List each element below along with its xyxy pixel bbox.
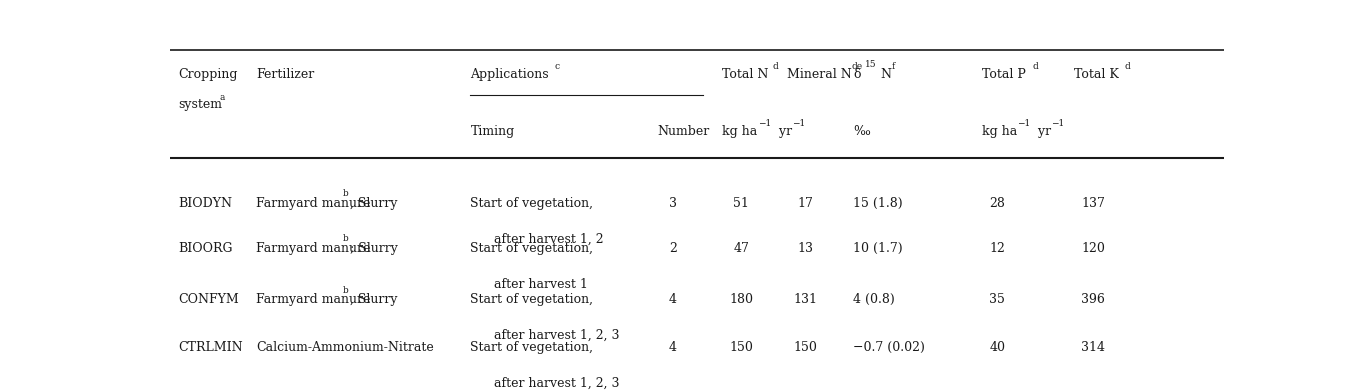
Text: after harvest 1, 2, 3: after harvest 1, 2, 3 xyxy=(494,329,619,342)
Text: 396: 396 xyxy=(1081,293,1106,306)
Text: d: d xyxy=(772,62,779,71)
Text: yr: yr xyxy=(1035,125,1051,138)
Text: 131: 131 xyxy=(794,293,817,306)
Text: Farmyard manure: Farmyard manure xyxy=(257,242,371,255)
Text: f: f xyxy=(892,62,895,71)
Text: de: de xyxy=(851,62,864,71)
Text: −1: −1 xyxy=(1051,119,1065,128)
Text: 12: 12 xyxy=(990,242,1005,255)
Text: kg ha: kg ha xyxy=(982,125,1017,138)
Text: 15: 15 xyxy=(865,60,876,69)
Text: after harvest 1: after harvest 1 xyxy=(494,278,588,291)
Text: after harvest 1, 2: after harvest 1, 2 xyxy=(494,233,604,246)
Text: 150: 150 xyxy=(794,341,817,354)
Text: 47: 47 xyxy=(733,242,749,255)
Text: N: N xyxy=(880,68,891,81)
Text: Cropping: Cropping xyxy=(178,68,238,81)
Text: system: system xyxy=(178,98,223,112)
Text: a: a xyxy=(219,93,224,102)
Text: , Slurry: , Slurry xyxy=(350,197,397,210)
Text: 3: 3 xyxy=(669,197,677,210)
Text: Number: Number xyxy=(657,125,709,138)
Text: , Slurry: , Slurry xyxy=(350,293,397,306)
Text: −1: −1 xyxy=(792,119,805,128)
Text: −1: −1 xyxy=(1017,119,1031,128)
Text: 4: 4 xyxy=(669,341,677,354)
Text: d: d xyxy=(1032,62,1038,71)
Text: Start of vegetation,: Start of vegetation, xyxy=(471,293,593,306)
Text: Mineral N: Mineral N xyxy=(786,68,851,81)
Text: Calcium-Ammonium-Nitrate: Calcium-Ammonium-Nitrate xyxy=(257,341,434,354)
Text: 15 (1.8): 15 (1.8) xyxy=(853,197,903,210)
Text: b: b xyxy=(343,285,348,294)
Text: Total P: Total P xyxy=(982,68,1025,81)
Text: CTRLMIN: CTRLMIN xyxy=(178,341,243,354)
Text: 4 (0.8): 4 (0.8) xyxy=(853,293,895,306)
Text: ; Slurry: ; Slurry xyxy=(350,242,398,255)
Text: kg ha: kg ha xyxy=(722,125,758,138)
Text: b: b xyxy=(343,190,348,199)
Text: −0.7 (0.02): −0.7 (0.02) xyxy=(853,341,925,354)
Text: 51: 51 xyxy=(733,197,749,210)
Text: Farmyard manure: Farmyard manure xyxy=(257,197,371,210)
Text: 28: 28 xyxy=(990,197,1005,210)
Text: 180: 180 xyxy=(729,293,753,306)
Text: δ: δ xyxy=(853,68,861,81)
Text: after harvest 1, 2, 3: after harvest 1, 2, 3 xyxy=(494,377,619,390)
Text: 35: 35 xyxy=(990,293,1005,306)
Text: 13: 13 xyxy=(797,242,813,255)
Text: 10 (1.7): 10 (1.7) xyxy=(853,242,903,255)
Text: 4: 4 xyxy=(669,293,677,306)
Text: Timing: Timing xyxy=(471,125,514,138)
Text: Farmyard manure: Farmyard manure xyxy=(257,293,371,306)
Text: d: d xyxy=(1125,62,1130,71)
Text: 150: 150 xyxy=(729,341,753,354)
Text: b: b xyxy=(343,234,348,243)
Text: Fertilizer: Fertilizer xyxy=(257,68,314,81)
Text: 314: 314 xyxy=(1081,341,1106,354)
Text: BIOORG: BIOORG xyxy=(178,242,233,255)
Text: 137: 137 xyxy=(1081,197,1106,210)
Text: 2: 2 xyxy=(669,242,677,255)
Text: Start of vegetation,: Start of vegetation, xyxy=(471,197,593,210)
Text: ‰: ‰ xyxy=(853,125,870,138)
Text: 17: 17 xyxy=(797,197,813,210)
Text: Total N: Total N xyxy=(722,68,768,81)
Text: Total K: Total K xyxy=(1074,68,1119,81)
Text: −1: −1 xyxy=(758,119,771,128)
Text: CONFYM: CONFYM xyxy=(178,293,239,306)
Text: Start of vegetation,: Start of vegetation, xyxy=(471,242,593,255)
Text: 40: 40 xyxy=(989,341,1005,354)
Text: c: c xyxy=(554,62,559,71)
Text: 120: 120 xyxy=(1081,242,1106,255)
Text: BIODYN: BIODYN xyxy=(178,197,233,210)
Text: Applications: Applications xyxy=(471,68,549,81)
Text: yr: yr xyxy=(775,125,792,138)
Text: Start of vegetation,: Start of vegetation, xyxy=(471,341,593,354)
